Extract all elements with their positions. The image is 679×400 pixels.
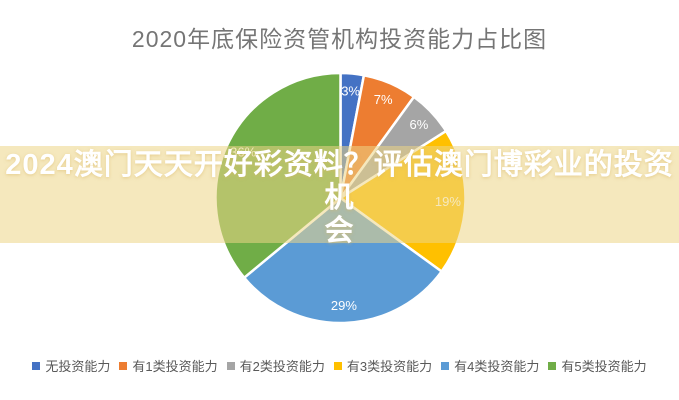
legend-item: 有2类投资能力: [226, 356, 325, 375]
chart-title: 2020年底保险资管机构投资能力占比图: [131, 26, 548, 52]
legend-swatch-icon: [119, 361, 128, 370]
legend-swatch-icon: [32, 361, 41, 370]
pie-slice-value-label: 29%: [331, 298, 357, 313]
legend-item: 无投资能力: [32, 356, 110, 375]
legend-swatch-icon: [441, 361, 450, 370]
legend-swatch-icon: [333, 361, 342, 370]
legend-item: 有1类投资能力: [119, 356, 218, 375]
legend-swatch-icon: [548, 361, 557, 370]
watermark-banner: 2024澳门天天开好彩资料？评估澳门博彩业的投资机 会: [0, 146, 679, 247]
pie-slice-value-label: 3%: [341, 84, 360, 99]
watermark-text-line2: 会: [324, 215, 355, 247]
watermark-text-line1: 2024澳门天天开好彩资料？评估澳门博彩业的投资机: [5, 149, 674, 214]
pie-slice-value-label: 7%: [374, 92, 393, 107]
legend-label: 有2类投资能力: [239, 359, 325, 374]
legend-label: 无投资能力: [45, 359, 111, 374]
legend-item: 有3类投资能力: [333, 356, 433, 375]
legend-label: 有3类投资能力: [346, 359, 433, 374]
legend-item: 有4类投资能力: [441, 356, 539, 375]
pie-slice-value-label: 6%: [410, 117, 429, 132]
chart-legend: 无投资能力 有1类投资能力 有2类投资能力 有3类投资能力 有4类投资能力 有5类投资能力: [0, 356, 679, 375]
legend-swatch-icon: [226, 361, 235, 370]
legend-label: 有4类投资能力: [454, 359, 540, 374]
legend-item: 有5类投资能力: [548, 356, 647, 375]
legend-label: 有1类投资能力: [132, 359, 218, 374]
legend-label: 有5类投资能力: [561, 359, 647, 374]
pie-slice-5: [242, 196, 443, 325]
